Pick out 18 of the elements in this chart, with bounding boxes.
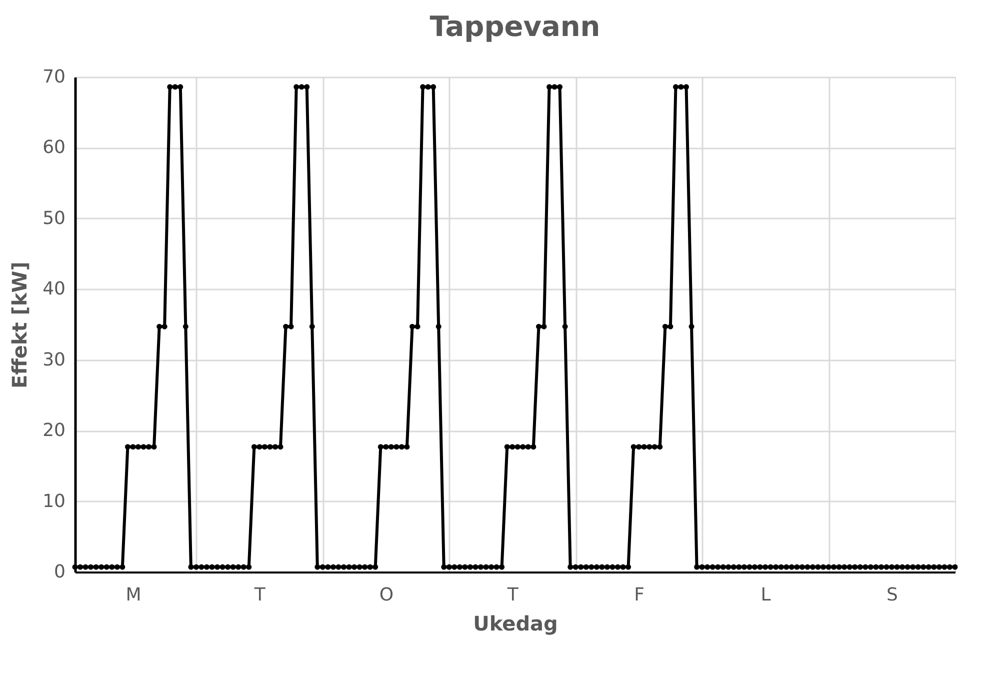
chart-title: Tappevann bbox=[430, 10, 600, 43]
y-tick-label: 20 bbox=[42, 420, 66, 442]
x-tick-label: L bbox=[760, 584, 771, 606]
y-tick-label: 60 bbox=[42, 137, 66, 158]
y-tick-label: 30 bbox=[42, 349, 66, 370]
x-tick-label: M bbox=[126, 584, 142, 606]
y-axis-title: Effekt [kW] bbox=[8, 262, 32, 388]
x-tick-label: T bbox=[253, 584, 266, 606]
y-tick-label: 70 bbox=[42, 66, 66, 88]
y-tick-label: 50 bbox=[42, 208, 66, 229]
x-tick-label: F bbox=[634, 584, 645, 606]
y-tick-label: 0 bbox=[54, 562, 66, 582]
x-tick-label: S bbox=[886, 584, 898, 606]
x-tick-label: O bbox=[379, 584, 394, 606]
y-tick-label: 40 bbox=[42, 278, 66, 300]
x-axis-title: Ukedag bbox=[473, 612, 558, 636]
y-tick-label: 10 bbox=[42, 490, 66, 512]
x-tick-label: T bbox=[506, 584, 520, 606]
